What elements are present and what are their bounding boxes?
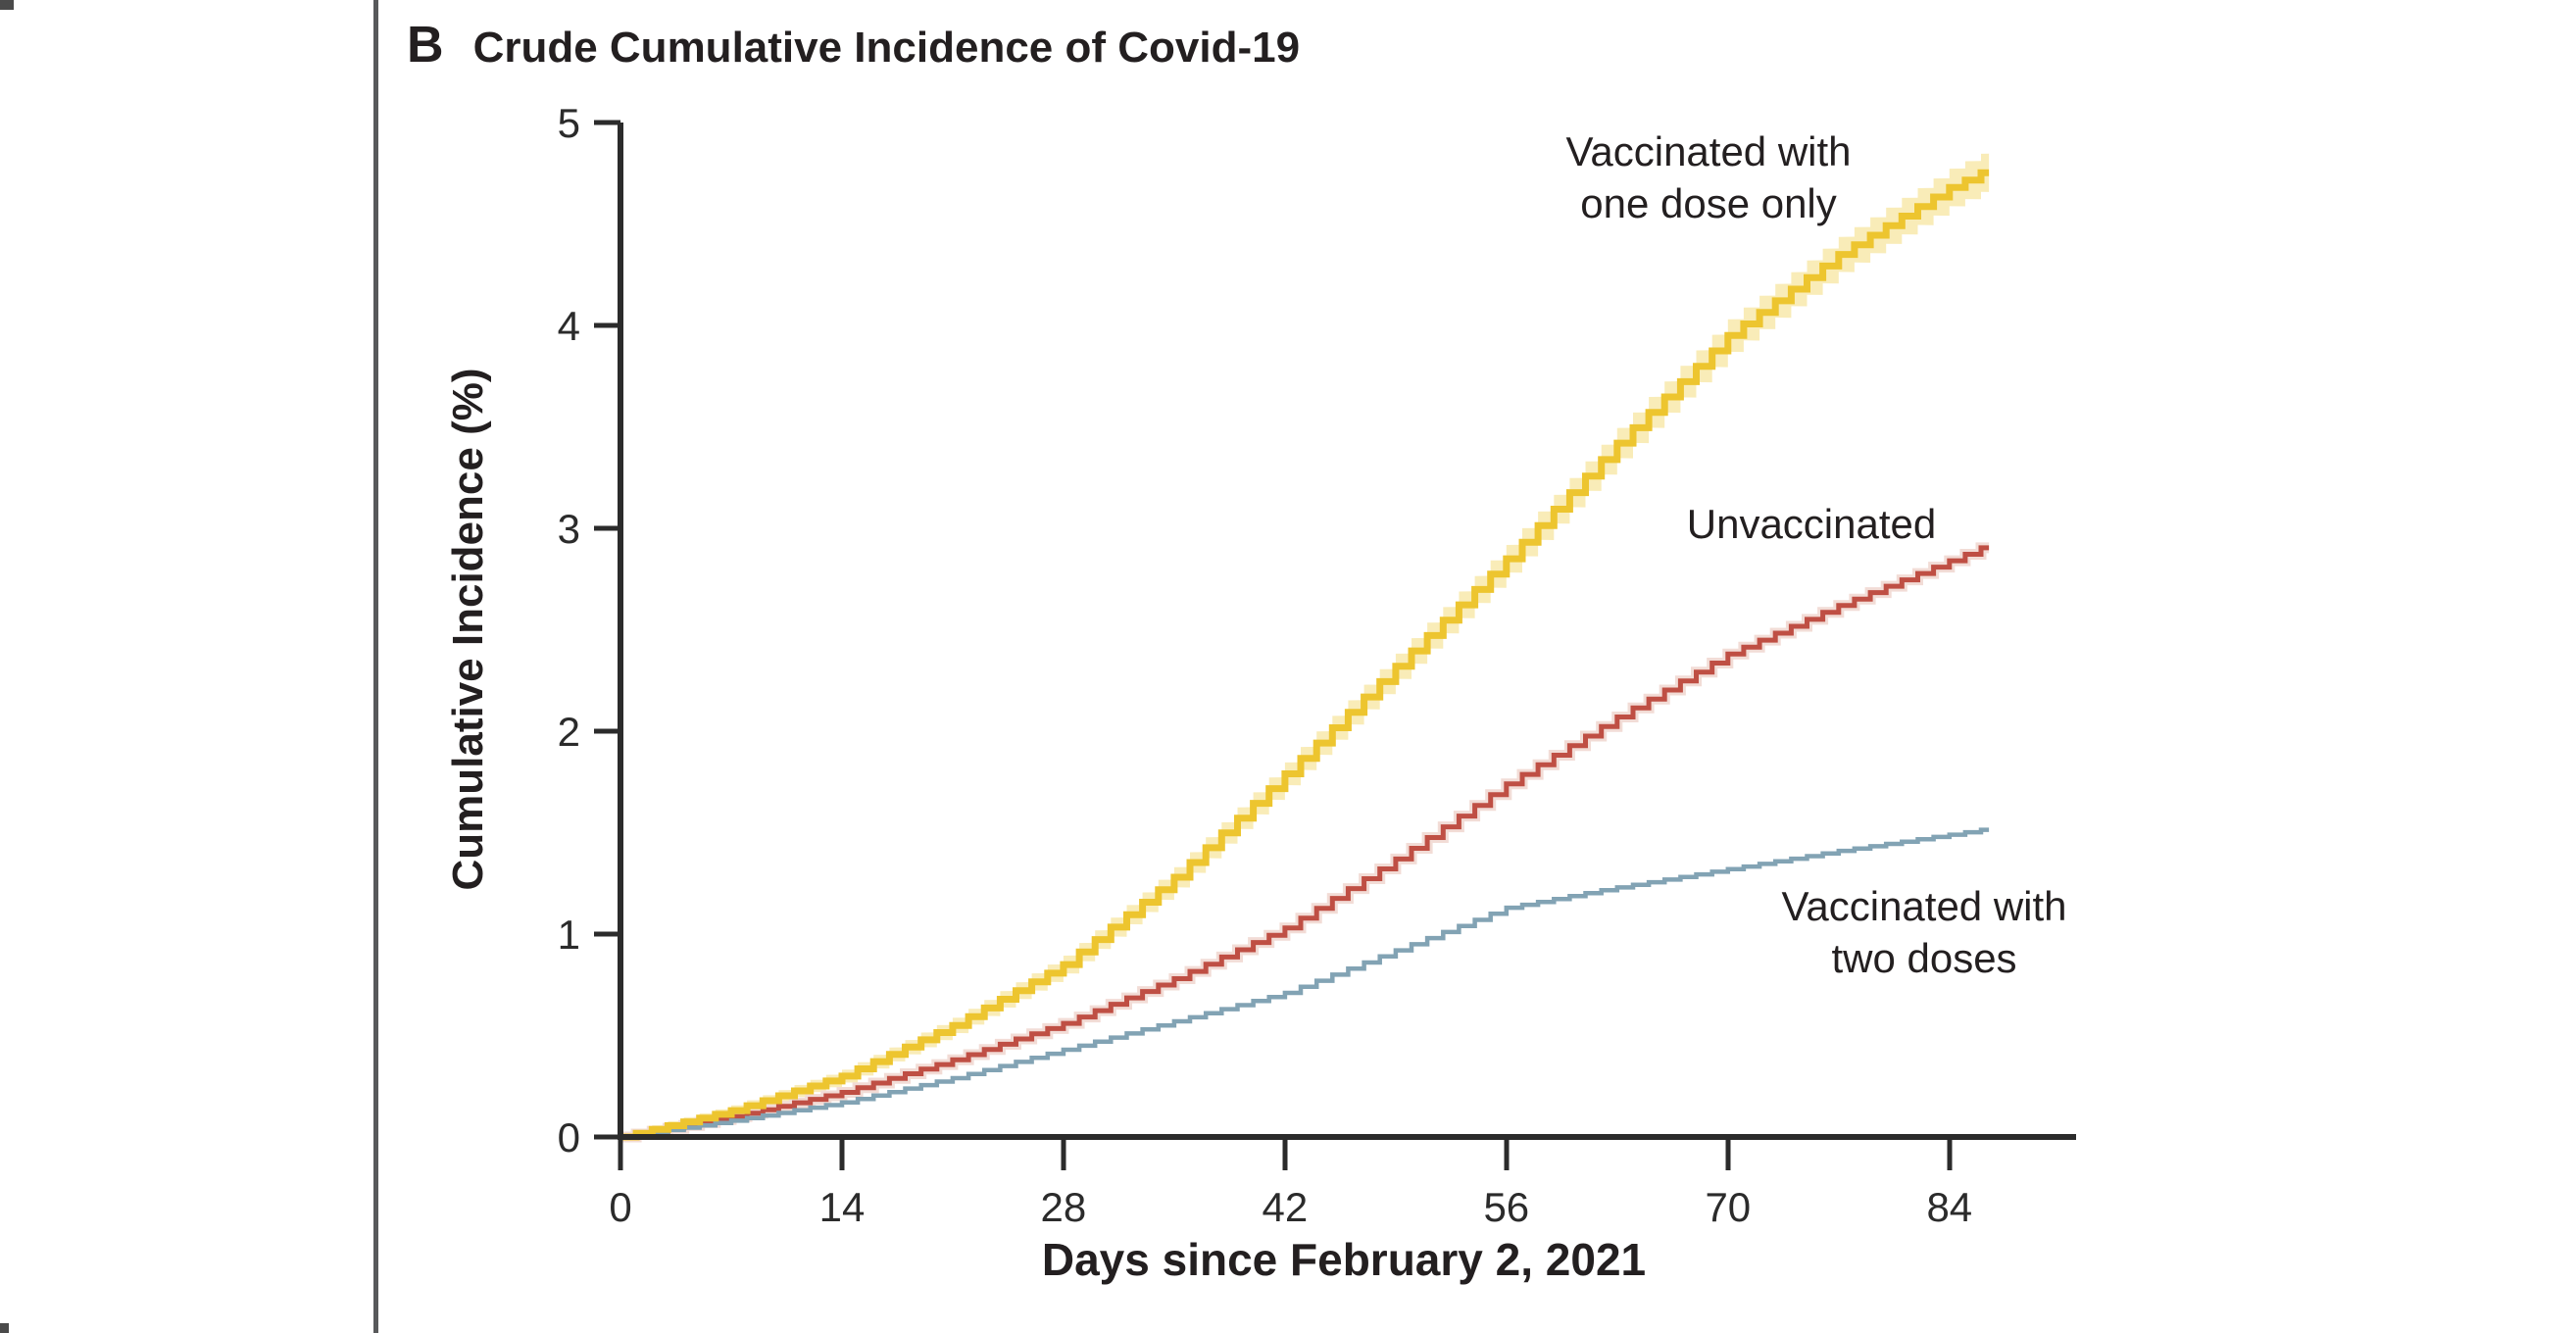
series-line-unvaccinated [620, 545, 1990, 1140]
y-tick-label: 0 [558, 1114, 580, 1160]
y-tick-label: 1 [558, 912, 580, 958]
x-tick-label: 28 [1041, 1184, 1087, 1230]
series-label-two-doses: Vaccinated with two doses [1781, 880, 2066, 984]
series-label-two-doses-line2: two doses [1831, 935, 2017, 981]
x-tick-label: 14 [819, 1184, 866, 1230]
x-tick-label: 70 [1705, 1184, 1751, 1230]
series-label-one-dose-line1: Vaccinated with [1565, 128, 1852, 174]
series-label-two-doses-line1: Vaccinated with [1781, 883, 2067, 929]
series-line-one-dose [620, 169, 1990, 1141]
series-label-one-dose: Vaccinated with one dose only [1565, 125, 1851, 229]
series-line-unvaccinated-halo [620, 542, 1990, 1143]
x-tick-label: 0 [609, 1184, 631, 1230]
page-edge-mark-bottom-left [0, 1323, 9, 1333]
x-tick-label: 42 [1263, 1184, 1309, 1230]
y-tick-label: 4 [558, 303, 580, 349]
chart-title: Crude Cumulative Incidence of Covid-19 [472, 24, 1301, 72]
y-axis-title: Cumulative Incidence (%) [444, 368, 492, 891]
y-tick-label: 3 [558, 506, 580, 552]
series-label-unvaccinated: Unvaccinated [1687, 498, 1936, 550]
series-label-unvaccinated-line1: Unvaccinated [1686, 501, 1937, 547]
panel-letter: B [407, 17, 444, 74]
panel-title-row: B Crude Cumulative Incidence of Covid-19 [407, 16, 1300, 74]
x-tick-label: 56 [1483, 1184, 1529, 1230]
series-line-two-doses [620, 827, 1990, 1140]
x-tick-label: 84 [1926, 1184, 1972, 1230]
x-axis-title: Days since February 2, 2021 [1041, 1234, 1647, 1285]
series-label-one-dose-line2: one dose only [1580, 180, 1837, 226]
y-tick-label: 2 [558, 709, 580, 755]
y-tick-label: 5 [558, 100, 580, 146]
page-edge-mark-top-left [0, 0, 14, 10]
panel-divider-line [373, 0, 378, 1333]
